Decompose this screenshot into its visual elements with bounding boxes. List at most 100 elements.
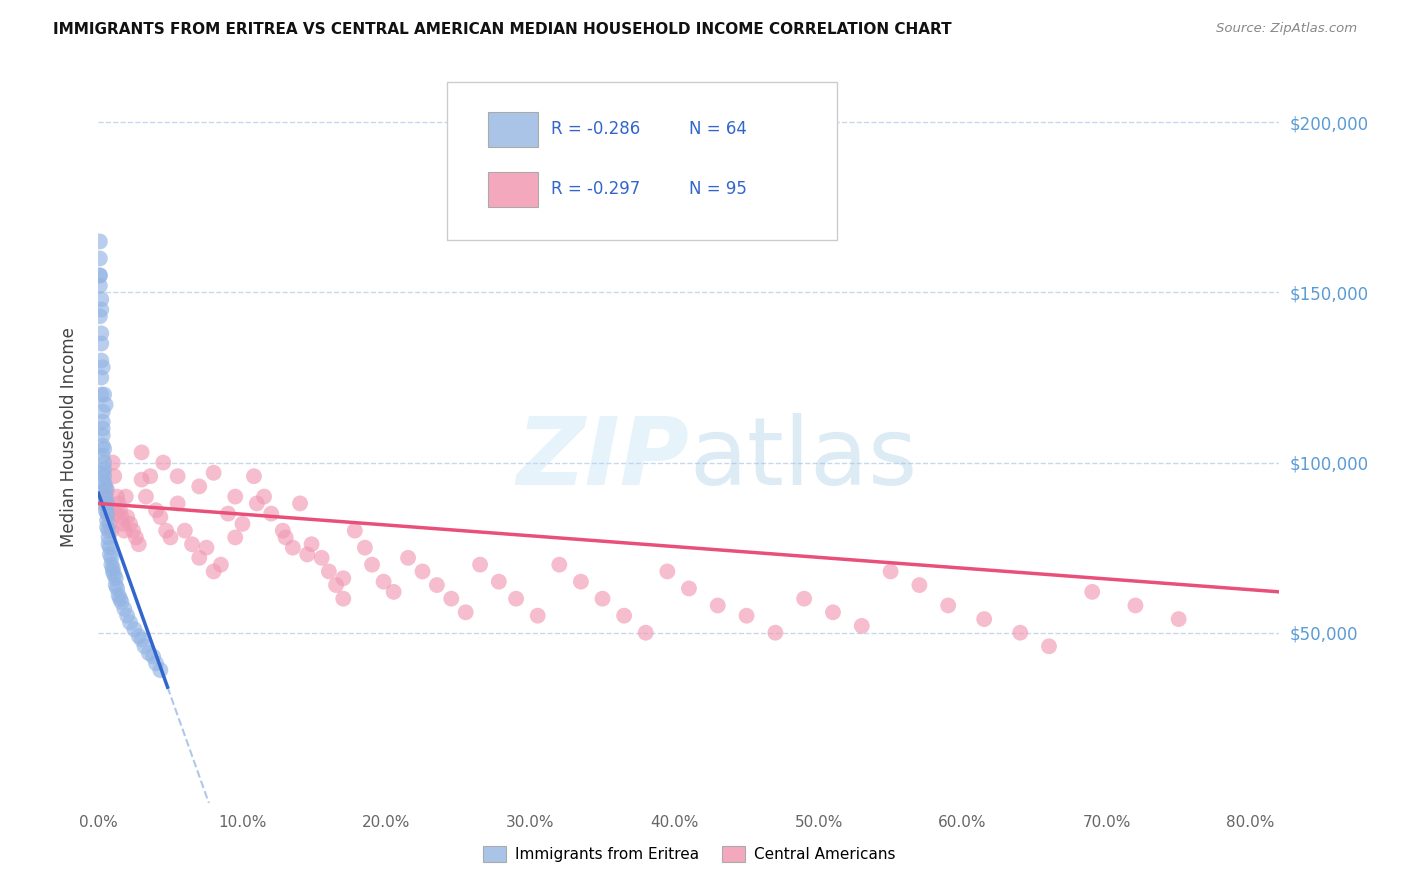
Point — [139, 469, 162, 483]
Point — [188, 479, 211, 493]
Point — [89, 310, 111, 324]
Point — [91, 466, 114, 480]
Point — [706, 599, 728, 613]
Point — [332, 591, 354, 606]
Point — [613, 608, 636, 623]
Point — [879, 565, 901, 579]
FancyBboxPatch shape — [488, 112, 537, 146]
Point — [411, 565, 433, 579]
Point — [91, 404, 114, 418]
Point — [93, 475, 115, 490]
Point — [1081, 585, 1104, 599]
Point — [297, 548, 319, 562]
Point — [735, 608, 758, 623]
Point — [97, 507, 120, 521]
Point — [103, 469, 125, 483]
Point — [382, 585, 405, 599]
Point — [851, 619, 873, 633]
Point — [90, 302, 112, 317]
Point — [112, 602, 135, 616]
Point — [91, 428, 114, 442]
Text: R = -0.286: R = -0.286 — [551, 120, 640, 138]
Point — [96, 513, 118, 527]
Point — [110, 510, 132, 524]
Point — [488, 574, 510, 589]
Point — [90, 293, 112, 307]
Point — [93, 456, 115, 470]
Point — [96, 496, 118, 510]
Point — [138, 646, 160, 660]
Point — [90, 387, 112, 401]
Point — [454, 605, 477, 619]
Point — [94, 398, 117, 412]
Text: N = 95: N = 95 — [689, 180, 747, 198]
Point — [134, 640, 156, 654]
Point — [89, 252, 111, 266]
Point — [1038, 640, 1060, 654]
Point — [89, 235, 111, 249]
Point — [104, 571, 127, 585]
Point — [94, 490, 117, 504]
Point — [96, 483, 118, 497]
Point — [90, 353, 112, 368]
Point — [149, 663, 172, 677]
Point — [243, 469, 266, 483]
Point — [100, 558, 122, 572]
Point — [120, 615, 142, 630]
Point — [94, 490, 117, 504]
Point — [149, 510, 172, 524]
Point — [114, 490, 136, 504]
Point — [526, 608, 548, 623]
Point — [973, 612, 995, 626]
Point — [135, 490, 157, 504]
Point — [145, 657, 167, 671]
Point — [93, 462, 115, 476]
Point — [217, 507, 239, 521]
Point — [101, 456, 124, 470]
Point — [426, 578, 449, 592]
Point — [678, 582, 700, 596]
Point — [301, 537, 323, 551]
Point — [104, 578, 127, 592]
Point — [93, 442, 115, 456]
Point — [103, 567, 125, 582]
Point — [89, 268, 111, 283]
Point — [142, 649, 165, 664]
Point — [202, 565, 225, 579]
Point — [94, 496, 117, 510]
Point — [94, 503, 117, 517]
Point — [271, 524, 294, 538]
Point — [94, 479, 117, 493]
Point — [110, 595, 132, 609]
Point — [260, 507, 283, 521]
Point — [181, 537, 204, 551]
Point — [108, 591, 131, 606]
Text: R = -0.297: R = -0.297 — [551, 180, 640, 198]
Point — [90, 336, 112, 351]
Point — [93, 387, 115, 401]
Point — [821, 605, 844, 619]
Point — [94, 483, 117, 497]
Point — [90, 326, 112, 341]
Point — [124, 622, 146, 636]
Point — [91, 496, 114, 510]
Point — [105, 582, 128, 596]
Point — [125, 531, 148, 545]
Point — [311, 550, 333, 565]
Point — [101, 561, 124, 575]
Legend: Immigrants from Eritrea, Central Americans: Immigrants from Eritrea, Central America… — [477, 840, 901, 868]
Point — [145, 503, 167, 517]
Point — [115, 510, 138, 524]
Point — [100, 524, 122, 538]
Point — [253, 490, 276, 504]
Point — [354, 541, 377, 555]
Point — [131, 473, 153, 487]
Point — [548, 558, 571, 572]
Point — [281, 541, 304, 555]
Point — [209, 558, 232, 572]
Point — [128, 537, 150, 551]
Point — [793, 591, 815, 606]
Point — [246, 496, 269, 510]
Point — [343, 524, 366, 538]
Text: Source: ZipAtlas.com: Source: ZipAtlas.com — [1216, 22, 1357, 36]
